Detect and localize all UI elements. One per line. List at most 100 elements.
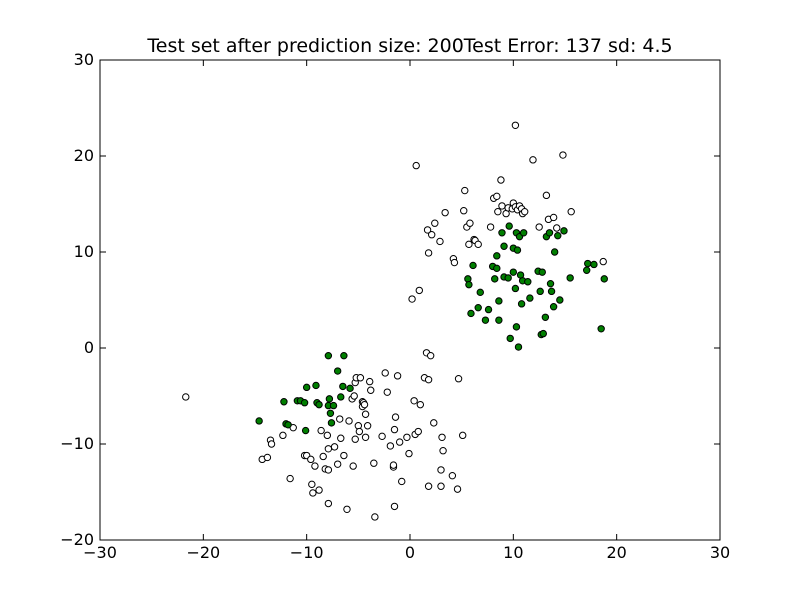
points-layer — [182, 121, 608, 521]
scatter-point-s0-20 — [324, 499, 333, 508]
y-tick-label-5: 30 — [74, 50, 94, 69]
scatter-point-s1-40 — [504, 274, 512, 282]
scatter-point-s0-46 — [367, 386, 375, 394]
x-tick-label-5: 20 — [606, 543, 626, 562]
scatter-point-s0-52 — [386, 442, 395, 450]
scatter-point-s0-88 — [436, 237, 444, 246]
scatter-point-s1-43 — [509, 268, 518, 276]
scatter-point-s1-65 — [546, 279, 555, 288]
scatter-point-s0-60 — [398, 477, 406, 486]
scatter-point-s1-8 — [302, 383, 311, 392]
scatter-point-s0-24 — [336, 415, 344, 423]
x-tick-label-4: 10 — [503, 543, 523, 562]
scatter-point-s0-5 — [279, 431, 287, 440]
scatter-point-s1-72 — [566, 274, 574, 282]
scatter-point-s0-18 — [323, 431, 332, 440]
scatter-point-s0-74 — [437, 466, 445, 474]
scatter-point-s0-118 — [535, 223, 543, 231]
scatter-point-s0-103 — [494, 207, 502, 216]
scatter-point-s0-85 — [424, 249, 433, 257]
scatter-point-s1-60 — [538, 268, 546, 276]
scatter-point-s1-9 — [312, 381, 320, 390]
scatter-point-s0-2 — [263, 453, 272, 462]
scatter-point-s1-34 — [493, 264, 501, 273]
x-tick-label-3: 0 — [405, 543, 415, 562]
scatter-point-s1-0 — [255, 417, 263, 425]
scatter-point-s1-19 — [337, 393, 345, 401]
scatter-point-s1-56 — [526, 294, 534, 302]
scatter-point-s1-67 — [549, 303, 558, 311]
scatter-point-s0-36 — [355, 427, 364, 436]
scatter-point-s0-117 — [529, 156, 537, 164]
scatter-point-s0-58 — [393, 372, 402, 380]
scatter-point-s1-64 — [545, 229, 554, 237]
scatter-point-s0-87 — [431, 219, 439, 227]
scatter-point-s0-49 — [378, 432, 386, 441]
scatter-point-s1-24 — [465, 280, 473, 289]
scatter-point-s0-99 — [474, 240, 482, 249]
scatter-point-s1-15 — [326, 409, 335, 417]
scatter-point-s1-69 — [554, 231, 562, 240]
scatter-point-s0-63 — [410, 397, 418, 405]
scatter-point-s1-42 — [506, 334, 514, 343]
x-tick-label-2: −10 — [290, 543, 324, 562]
scatter-point-s0-6 — [286, 474, 294, 483]
scatter-point-s1-27 — [474, 303, 482, 312]
scatter-point-s0-122 — [553, 224, 561, 232]
scatter-point-s0-32 — [351, 435, 359, 443]
scatter-point-s0-62 — [405, 449, 413, 458]
x-tick-label-0: −30 — [83, 543, 117, 562]
y-tick-label-4: 20 — [74, 146, 94, 165]
scatter-point-s1-35 — [495, 297, 503, 305]
scatter-point-s1-17 — [329, 401, 338, 410]
scatter-point-s0-44 — [363, 422, 372, 430]
y-tick-label-2: 0 — [84, 338, 94, 357]
scatter-point-s1-37 — [498, 229, 506, 237]
y-tick-label-0: −20 — [60, 530, 94, 549]
scatter-point-s1-7 — [301, 426, 310, 435]
scatter-point-s0-83 — [415, 286, 423, 295]
scatter-point-s0-56 — [390, 502, 399, 511]
scatter-point-s0-50 — [381, 369, 389, 377]
scatter-point-s0-43 — [361, 433, 370, 441]
scatter-point-s0-10 — [307, 455, 315, 464]
scatter-point-s0-15 — [317, 426, 325, 435]
scatter-point-s0-51 — [383, 388, 391, 396]
scatter-point-s0-78 — [454, 375, 463, 383]
scatter-point-s0-70 — [424, 482, 433, 490]
scatter-point-s0-124 — [567, 207, 575, 216]
scatter-point-s1-47 — [512, 323, 521, 331]
scatter-point-s0-121 — [549, 213, 558, 222]
scatter-point-s0-28 — [345, 417, 353, 425]
scatter-point-s0-16 — [319, 452, 327, 461]
scatter-point-s1-45 — [511, 284, 520, 293]
scatter-point-s0-26 — [340, 451, 348, 460]
scatter-point-s0-93 — [461, 186, 469, 195]
scatter-point-s1-62 — [541, 313, 550, 321]
scatter-point-s0-86 — [428, 231, 436, 239]
scatter-point-s0-4 — [267, 440, 276, 448]
scatter-point-s1-74 — [584, 259, 592, 268]
scatter-point-s0-31 — [350, 392, 358, 400]
scatter-point-s0-22 — [330, 443, 339, 451]
x-tick-label-6: 30 — [710, 543, 730, 562]
scatter-point-s1-75 — [590, 260, 598, 269]
scatter-point-s0-66 — [416, 400, 425, 409]
chart-title: Test set after prediction size: 200Test … — [146, 35, 672, 57]
scatter-point-s0-123 — [559, 151, 567, 159]
scatter-point-s0-65 — [414, 427, 422, 436]
scatter-point-s1-71 — [560, 227, 568, 235]
scatter-point-s0-23 — [333, 460, 342, 468]
scatter-point-s0-92 — [460, 207, 468, 215]
scatter-point-s1-41 — [505, 222, 513, 230]
scatter-point-s1-66 — [547, 287, 556, 296]
scatter-point-s1-49 — [514, 343, 523, 351]
scatter-point-s0-59 — [395, 438, 404, 446]
scatter-point-s1-36 — [495, 316, 503, 324]
scatter-point-s0-19 — [324, 466, 333, 474]
scatter-point-s1-70 — [556, 296, 564, 304]
scatter-point-s1-18 — [333, 367, 342, 375]
